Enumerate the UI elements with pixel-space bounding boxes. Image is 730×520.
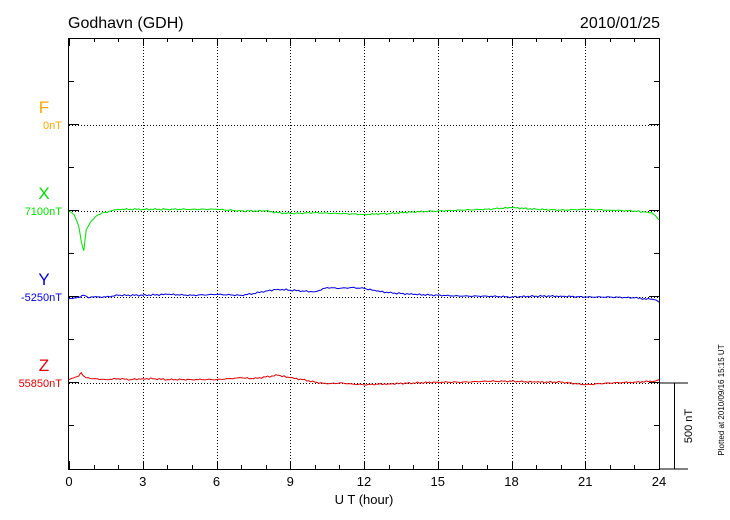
series-line-z	[68, 371, 660, 386]
series-name-y: Y	[38, 270, 49, 289]
axis-ticks	[69, 38, 660, 469]
series-name-f: F	[39, 98, 49, 117]
x-tick-label: 3	[139, 474, 146, 489]
scale-bar: 500 nT	[660, 382, 695, 470]
x-tick-label: 0	[65, 474, 72, 489]
x-tick-label: 12	[357, 474, 371, 489]
series-lines	[68, 206, 660, 386]
plotted-at-note: Plotted at 2010/09/16 15:15 UT	[717, 344, 726, 455]
chart-title: Godhavn (GDH)	[68, 15, 184, 32]
series-baseline-f: 0nT	[43, 120, 62, 132]
x-tick-label: 6	[213, 474, 220, 489]
x-tick-label: 15	[431, 474, 445, 489]
x-tick-label: 24	[652, 474, 666, 489]
series-line-y	[68, 286, 660, 303]
scale-bar-label: 500 nT	[683, 409, 695, 444]
series-labels: F 0nT X 7100nT Y -5250nT Z 55850nT	[19, 98, 63, 390]
x-tick-labels: 0 3 6 9 12 15 18 21 24	[65, 474, 666, 489]
grid-lines	[69, 38, 659, 469]
x-tick-label: 21	[578, 474, 592, 489]
x-tick-label: 18	[504, 474, 518, 489]
x-tick-label: 9	[287, 474, 294, 489]
x-axis-label: U T (hour)	[335, 492, 394, 507]
chart-date: 2010/01/25	[580, 15, 660, 32]
series-line-x	[68, 206, 660, 251]
series-name-z: Z	[39, 356, 49, 375]
series-name-x: X	[38, 184, 49, 203]
series-baseline-z: 55850nT	[19, 378, 63, 390]
series-baseline-y: -5250nT	[21, 292, 62, 304]
series-baseline-x: 7100nT	[25, 206, 63, 218]
